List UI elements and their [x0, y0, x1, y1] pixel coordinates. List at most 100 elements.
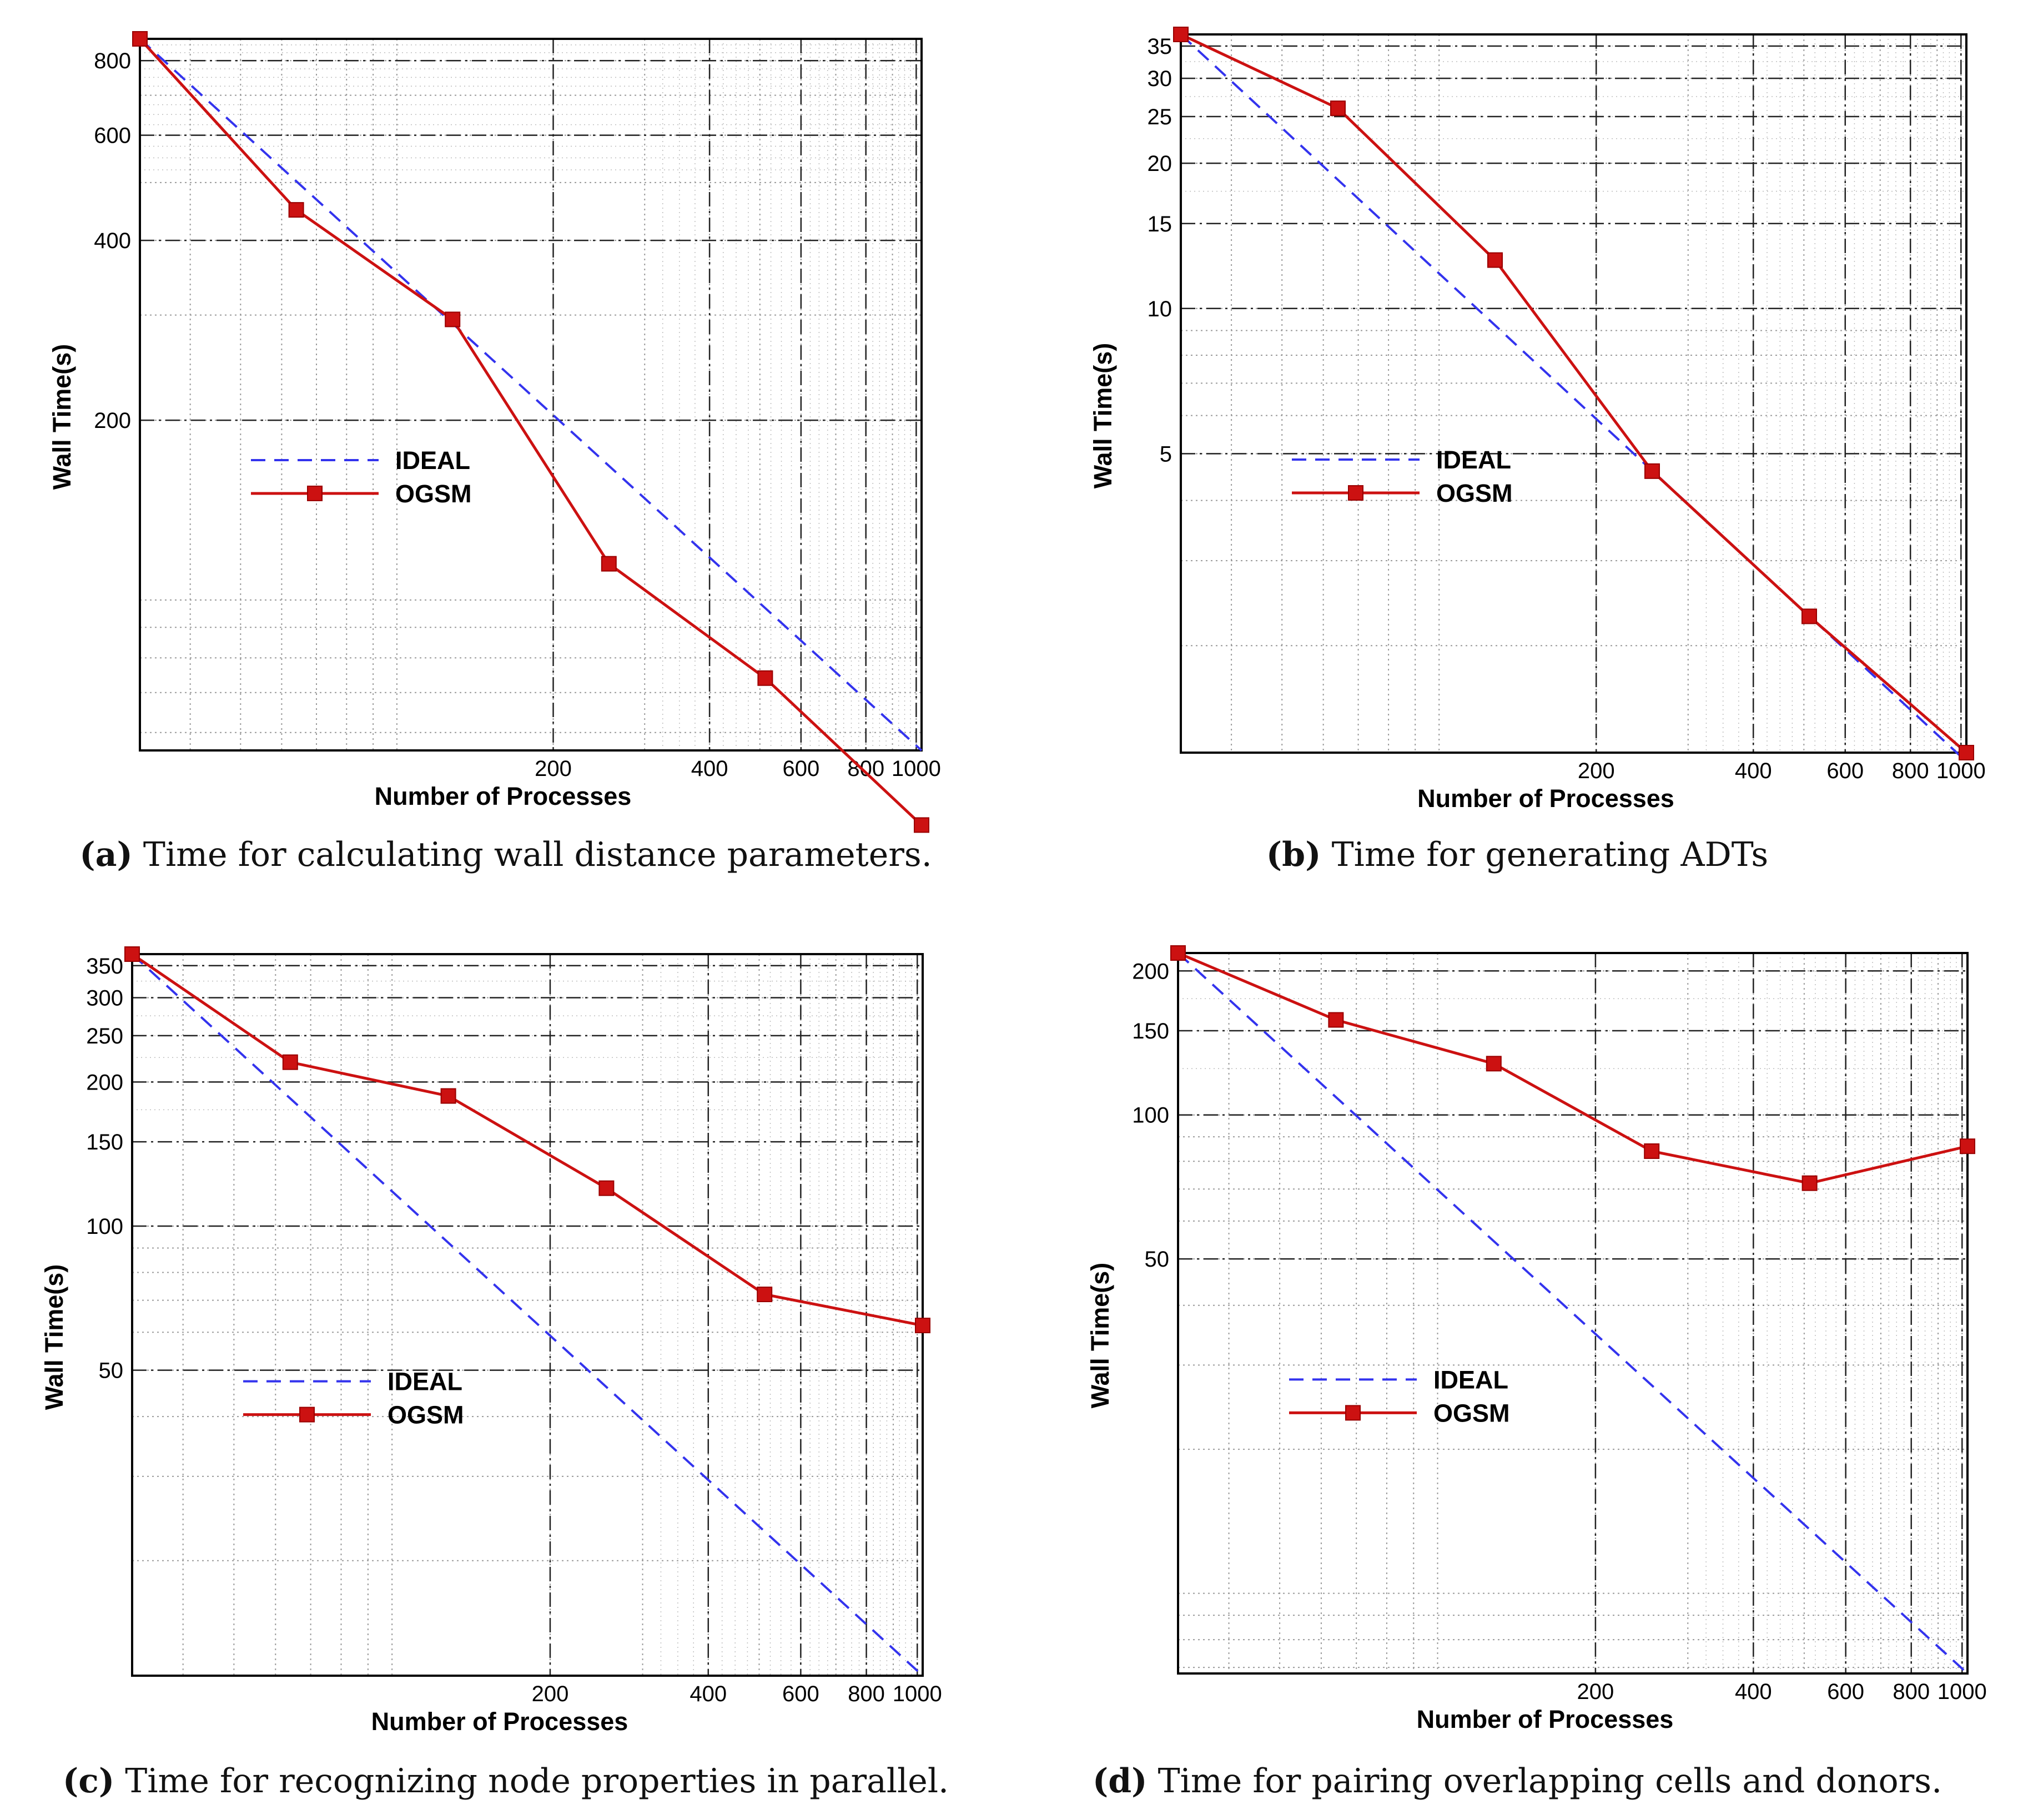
series-ogsm-marker [915, 1318, 930, 1334]
caption-d-text: Time for pairing overlapping cells and d… [1147, 1762, 1943, 1801]
x-tick-label: 200 [535, 757, 572, 781]
series-ogsm-marker [1328, 1012, 1344, 1028]
y-tick-label: 600 [94, 124, 131, 148]
legend-ideal-label: IDEAL [388, 1368, 462, 1396]
legend-ogsm-label: OGSM [395, 480, 472, 508]
series-ogsm-marker [914, 817, 929, 833]
caption-c-text: Time for recognizing node properties in … [114, 1762, 949, 1801]
series-ogsm-marker [757, 670, 773, 686]
series-ogsm-marker [1170, 945, 1186, 961]
caption-a-text: Time for calculating wall distance param… [132, 835, 932, 874]
series-ogsm-marker [1486, 1056, 1502, 1072]
plot-frame [131, 953, 924, 1677]
x-tick-label: 400 [690, 1682, 727, 1706]
x-tick-label: 1000 [1936, 759, 1986, 783]
x-tick-label: 800 [1893, 1680, 1930, 1704]
x-axis-label: Number of Processes [375, 782, 632, 810]
x-tick-label: 400 [691, 757, 728, 781]
legend-ogsm-marker [299, 1406, 315, 1423]
series-ogsm-marker [124, 946, 140, 962]
y-tick-label: 25 [1148, 105, 1172, 129]
y-tick-label: 350 [86, 954, 123, 979]
legend-ideal-label: IDEAL [1436, 446, 1511, 474]
series-ideal-line [1177, 952, 1969, 1675]
chart-b: 200 400 600 800 1000 5 10 15 20 25 30 35 Number of P… [1089, 27, 1986, 813]
x-tick-label: 1000 [1938, 1680, 1987, 1704]
y-tick-label: 35 [1148, 34, 1172, 59]
x-tick-label: 800 [848, 1682, 885, 1706]
series-ogsm-marker [1959, 745, 1974, 760]
legend-ogsm-marker [307, 485, 323, 501]
caption-a: (a) Time for calculating wall distance p… [0, 835, 1011, 874]
plot-frame [1177, 952, 1969, 1675]
caption-b-letter: (b) [1266, 835, 1321, 874]
y-tick-label: 200 [1132, 959, 1169, 984]
caption-b: (b) Time for generating ADTs [1011, 835, 2023, 874]
series-ogsm-marker [132, 31, 148, 47]
caption-b-text: Time for generating ADTs [1321, 835, 1769, 874]
y-axis-label: Wall Time(s) [40, 1264, 68, 1410]
series-ogsm-line [1177, 951, 1968, 1185]
y-tick-label: 400 [94, 229, 131, 253]
series-ogsm-marker [1173, 27, 1189, 42]
legend-ogsm-marker [1348, 485, 1363, 501]
y-tick-label: 100 [86, 1214, 123, 1239]
x-tick-label: 600 [1827, 1680, 1864, 1704]
x-axis-label: Number of Processes [1417, 1705, 1674, 1733]
caption-a-letter: (a) [79, 835, 133, 874]
caption-d-letter: (d) [1092, 1762, 1148, 1801]
y-tick-label: 300 [86, 986, 123, 1011]
series-ogsm-marker [1330, 100, 1346, 117]
x-tick-label: 400 [1735, 759, 1772, 783]
series-ogsm-marker [1801, 608, 1817, 624]
x-tick-label: 600 [782, 757, 819, 781]
series-ogsm-line [131, 952, 923, 1327]
series-ogsm-marker [1487, 252, 1503, 268]
legend-ideal-label: IDEAL [395, 446, 470, 475]
series-ogsm-marker [598, 1180, 615, 1196]
plot-frame [139, 38, 923, 752]
series-ogsm-marker [757, 1287, 773, 1303]
y-tick-label: 10 [1148, 297, 1172, 321]
y-tick-label: 250 [86, 1024, 123, 1048]
x-tick-label: 200 [532, 1682, 569, 1706]
legend-ideal-label: IDEAL [1433, 1365, 1508, 1394]
x-tick-label: 600 [782, 1682, 819, 1706]
y-axis-label: Wall Time(s) [1089, 343, 1117, 489]
series-ideal-line [131, 953, 924, 1677]
series-ogsm-marker [445, 311, 461, 327]
plot-frame [1180, 33, 1967, 754]
series-ogsm-line [1180, 33, 1967, 754]
panel-b: 200 400 600 800 1000 5 10 15 20 25 30 35 Number of P… [1011, 0, 2023, 910]
x-tick-label: 400 [1735, 1680, 1772, 1704]
legend-ogsm-label: OGSM [388, 1401, 464, 1429]
x-axis-label: Number of Processes [1417, 784, 1674, 813]
y-tick-label: 800 [94, 49, 131, 73]
caption-d: (d) Time for pairing overlapping cells a… [1011, 1762, 2023, 1801]
x-tick-label: 600 [1826, 759, 1864, 783]
y-tick-label: 200 [86, 1070, 123, 1095]
series-ogsm-marker [1644, 463, 1660, 479]
caption-c-letter: (c) [62, 1762, 115, 1801]
y-tick-label: 50 [1145, 1247, 1170, 1272]
series-ogsm-marker [601, 556, 617, 572]
series-ideal-line [139, 38, 923, 752]
legend-ogsm-label: OGSM [1436, 479, 1513, 507]
series-ogsm-marker [1801, 1175, 1818, 1191]
x-tick-label: 200 [1577, 1680, 1614, 1704]
y-tick-label: 30 [1148, 67, 1172, 91]
series-ogsm-marker [440, 1088, 456, 1104]
series-ogsm-marker [282, 1054, 298, 1070]
y-tick-label: 20 [1148, 152, 1172, 176]
y-tick-label: 50 [99, 1359, 124, 1383]
series-ogsm-marker [288, 202, 304, 218]
chart-c: 200 400 600 800 1000 50 100 150 200 250 300 350 Numb… [40, 946, 942, 1736]
legend-ogsm-marker [1345, 1405, 1361, 1421]
y-tick-label: 150 [86, 1130, 123, 1154]
x-axis-label: Number of Processes [371, 1707, 628, 1736]
series-ogsm-marker [1960, 1138, 1975, 1154]
legend-ogsm-label: OGSM [1433, 1399, 1510, 1427]
series-ogsm-marker [1644, 1143, 1660, 1159]
